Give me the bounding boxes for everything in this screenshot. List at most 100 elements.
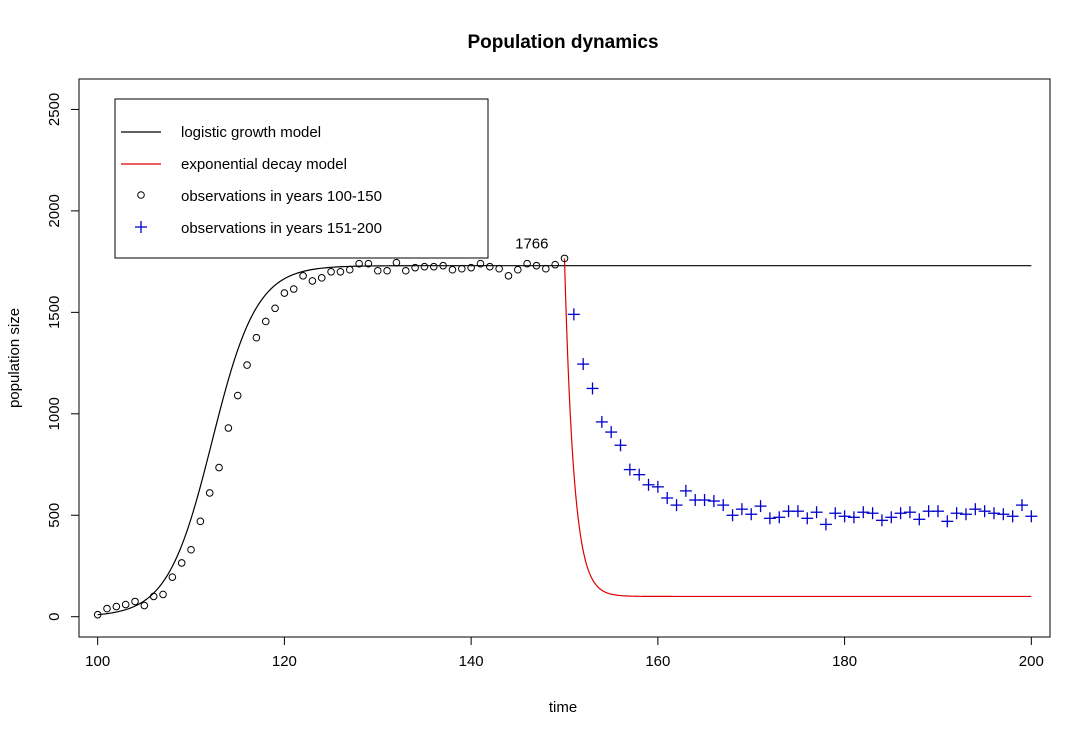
x-axis: 100 120 140 160 180 200 bbox=[85, 636, 1044, 670]
observations-151-200 bbox=[567, 308, 1038, 531]
obs-point-circle bbox=[168, 573, 177, 581]
obs-point-plus bbox=[894, 507, 907, 520]
obs-point-circle bbox=[215, 463, 223, 472]
obs-point-circle bbox=[467, 263, 475, 272]
obs-point-plus bbox=[987, 507, 1000, 520]
legend-circle-label: observations in years 100-150 bbox=[181, 188, 382, 205]
legend-decay-label: exponential decay model bbox=[181, 156, 347, 173]
obs-point-circle bbox=[308, 277, 317, 285]
x-tick-label: 180 bbox=[832, 653, 857, 670]
obs-point-plus bbox=[847, 511, 860, 524]
obs-point-plus bbox=[959, 508, 972, 521]
obs-point-plus bbox=[913, 513, 926, 526]
obs-point-plus bbox=[661, 492, 674, 505]
y-tick-label: 500 bbox=[46, 503, 63, 528]
obs-point-circle bbox=[112, 602, 121, 611]
obs-point-plus bbox=[838, 510, 851, 523]
legend-plus-marker bbox=[135, 221, 147, 233]
obs-point-circle bbox=[224, 424, 233, 432]
obs-point-circle bbox=[364, 259, 373, 268]
obs-point-plus bbox=[614, 439, 627, 452]
obs-point-circle bbox=[457, 264, 466, 273]
obs-point-circle bbox=[131, 597, 139, 606]
obs-point-circle bbox=[317, 274, 326, 282]
obs-point-plus bbox=[698, 494, 711, 507]
obs-point-plus bbox=[810, 506, 823, 519]
obs-point-circle bbox=[271, 304, 279, 313]
obs-point-circle bbox=[514, 265, 522, 274]
obs-point-circle bbox=[159, 590, 167, 599]
obs-point-plus bbox=[931, 505, 944, 518]
obs-point-plus bbox=[819, 518, 832, 531]
y-tick-label: 2000 bbox=[46, 194, 63, 227]
obs-point-circle bbox=[205, 489, 214, 497]
obs-point-circle bbox=[383, 266, 391, 275]
obs-point-circle bbox=[373, 266, 382, 275]
obs-point-plus bbox=[670, 499, 683, 512]
obs-point-circle bbox=[542, 264, 550, 273]
obs-point-circle bbox=[532, 261, 541, 270]
obs-point-circle bbox=[289, 285, 298, 293]
obs-point-circle bbox=[523, 259, 531, 268]
obs-point-plus bbox=[1006, 510, 1019, 523]
peak-annotation: 1766 bbox=[515, 235, 548, 252]
obs-point-plus bbox=[885, 511, 898, 524]
obs-point-circle bbox=[495, 264, 503, 273]
obs-point-circle bbox=[103, 604, 111, 613]
chart-title: Population dynamics bbox=[467, 32, 658, 53]
obs-point-plus bbox=[950, 507, 963, 520]
obs-point-circle bbox=[280, 289, 289, 297]
obs-point-circle bbox=[121, 600, 130, 609]
obs-point-plus bbox=[875, 514, 888, 527]
legend-logistic-label: logistic growth model bbox=[181, 124, 321, 141]
obs-point-circle bbox=[429, 262, 438, 271]
obs-point-circle bbox=[149, 592, 158, 601]
legend-box bbox=[114, 98, 489, 259]
obs-point-plus bbox=[586, 382, 599, 395]
obs-point-plus bbox=[623, 463, 636, 476]
y-axis-label: population size bbox=[6, 308, 23, 408]
x-axis-label: time bbox=[549, 699, 577, 716]
obs-point-circle bbox=[140, 601, 149, 610]
obs-point-plus bbox=[978, 505, 991, 518]
obs-point-plus bbox=[707, 495, 720, 508]
obs-point-circle bbox=[233, 391, 242, 400]
obs-point-plus bbox=[773, 511, 786, 524]
obs-point-plus bbox=[577, 358, 590, 371]
obs-point-circle bbox=[355, 259, 363, 268]
obs-point-plus bbox=[791, 505, 804, 518]
obs-point-circle bbox=[448, 265, 457, 274]
obs-point-plus bbox=[735, 503, 748, 516]
y-tick-label: 2500 bbox=[46, 93, 63, 126]
obs-point-circle bbox=[401, 266, 410, 275]
obs-point-circle bbox=[299, 272, 307, 280]
obs-point-plus bbox=[651, 480, 664, 493]
obs-point-circle bbox=[345, 265, 354, 274]
obs-point-plus bbox=[679, 484, 692, 497]
obs-point-circle bbox=[261, 317, 270, 326]
obs-point-circle bbox=[504, 272, 513, 280]
obs-point-plus bbox=[903, 506, 916, 519]
obs-point-plus bbox=[866, 507, 879, 520]
obs-point-plus bbox=[941, 515, 954, 528]
obs-point-plus bbox=[763, 512, 776, 525]
obs-point-circle bbox=[327, 267, 335, 276]
obs-point-circle bbox=[476, 259, 485, 268]
obs-point-plus bbox=[745, 508, 758, 521]
x-tick-label: 100 bbox=[85, 653, 110, 670]
obs-point-circle bbox=[196, 517, 205, 526]
y-tick-label: 1500 bbox=[46, 296, 63, 329]
obs-point-circle bbox=[243, 361, 251, 369]
obs-point-plus bbox=[726, 509, 739, 522]
y-tick-label: 0 bbox=[46, 613, 63, 621]
plot-area: 1766 bbox=[93, 235, 1038, 619]
obs-point-plus bbox=[605, 426, 618, 439]
x-tick-label: 120 bbox=[272, 653, 297, 670]
obs-point-circle bbox=[560, 254, 569, 263]
y-axis: 0 500 1000 1500 2000 2500 bbox=[46, 93, 80, 621]
legend: logistic growth model exponential decay … bbox=[114, 98, 489, 259]
obs-point-circle bbox=[252, 333, 261, 342]
x-tick-label: 160 bbox=[645, 653, 670, 670]
obs-point-circle bbox=[177, 559, 186, 567]
